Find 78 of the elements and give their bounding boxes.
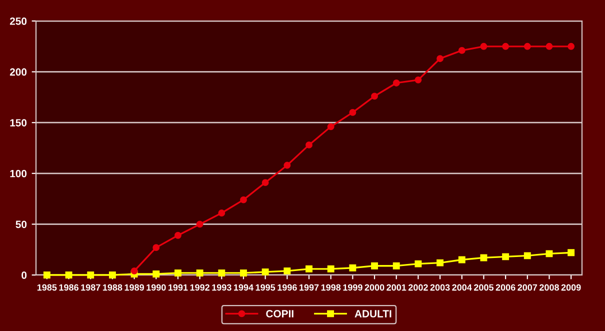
point	[240, 196, 247, 204]
point	[43, 272, 50, 278]
point	[130, 267, 138, 274]
x-tick-label: 1993	[212, 284, 232, 291]
x-tick-label: 2004	[452, 284, 472, 291]
point	[306, 265, 312, 272]
point	[65, 272, 72, 278]
x-tick-label: 1991	[168, 284, 188, 291]
point	[480, 42, 488, 50]
y-tick-label: 250	[10, 18, 27, 25]
point	[502, 253, 510, 260]
point	[152, 270, 160, 278]
x-tick-label: 1990	[146, 284, 166, 291]
x-tick-label: 1989	[124, 284, 144, 291]
x-tick-label: 1994	[234, 284, 254, 291]
point	[262, 179, 269, 186]
point	[546, 42, 553, 50]
y-tick-label: 0	[22, 272, 27, 279]
x-tick-label: 1992	[190, 284, 210, 291]
point	[371, 262, 378, 270]
point	[480, 254, 488, 262]
x-tick-label: 2002	[408, 284, 428, 291]
x-tick-label: 2006	[496, 284, 516, 291]
x-tick-label: 1997	[300, 284, 319, 291]
point	[349, 264, 356, 272]
point	[414, 260, 422, 268]
point	[174, 269, 182, 276]
x-tick-label: 1987	[81, 284, 100, 291]
point	[284, 162, 291, 169]
y-tick-label: 200	[10, 68, 27, 76]
point	[458, 256, 466, 264]
point	[436, 259, 444, 266]
point	[327, 265, 334, 272]
point	[392, 80, 400, 86]
x-tick-label: 2007	[518, 284, 538, 291]
x-tick-label: 1996	[278, 284, 297, 291]
x-tick-label: 1999	[343, 284, 362, 291]
point	[87, 272, 94, 278]
point	[240, 269, 247, 276]
x-tick-label: 1998	[321, 284, 341, 291]
x-tick-label: 2008	[540, 284, 560, 291]
point	[436, 55, 444, 62]
point	[108, 272, 116, 278]
point	[568, 249, 575, 256]
point	[568, 42, 575, 50]
point	[502, 42, 510, 50]
x-tick-label: 1985	[37, 284, 57, 291]
point	[349, 108, 356, 116]
x-tick-label: 2005	[474, 284, 494, 291]
point	[546, 250, 553, 258]
point	[196, 269, 204, 276]
point	[196, 220, 204, 228]
point	[524, 252, 531, 260]
point	[458, 46, 466, 54]
legend-label: ADULTI	[354, 310, 392, 318]
x-tick-label: 2003	[430, 284, 450, 291]
legend-label: COPII	[266, 310, 294, 318]
y-tick-label: 150	[10, 119, 27, 126]
x-tick-label: 1986	[59, 284, 78, 291]
point	[152, 244, 160, 252]
point	[284, 267, 291, 274]
x-tick-label: 2009	[561, 284, 581, 291]
point	[371, 92, 378, 100]
point	[327, 123, 334, 130]
x-tick-label: 1995	[256, 284, 276, 291]
point	[218, 269, 226, 276]
point	[414, 76, 422, 84]
point	[174, 232, 182, 239]
x-tick-label: 1988	[102, 284, 122, 291]
x-tick-label: 2001	[386, 284, 406, 291]
point	[524, 42, 531, 50]
y-tick-label: 50	[16, 220, 27, 228]
x-tick-label: 2000	[364, 284, 384, 291]
y-tick-label: 100	[10, 170, 27, 178]
point	[306, 141, 312, 148]
point	[218, 210, 226, 216]
point	[262, 268, 269, 276]
point	[392, 262, 400, 270]
